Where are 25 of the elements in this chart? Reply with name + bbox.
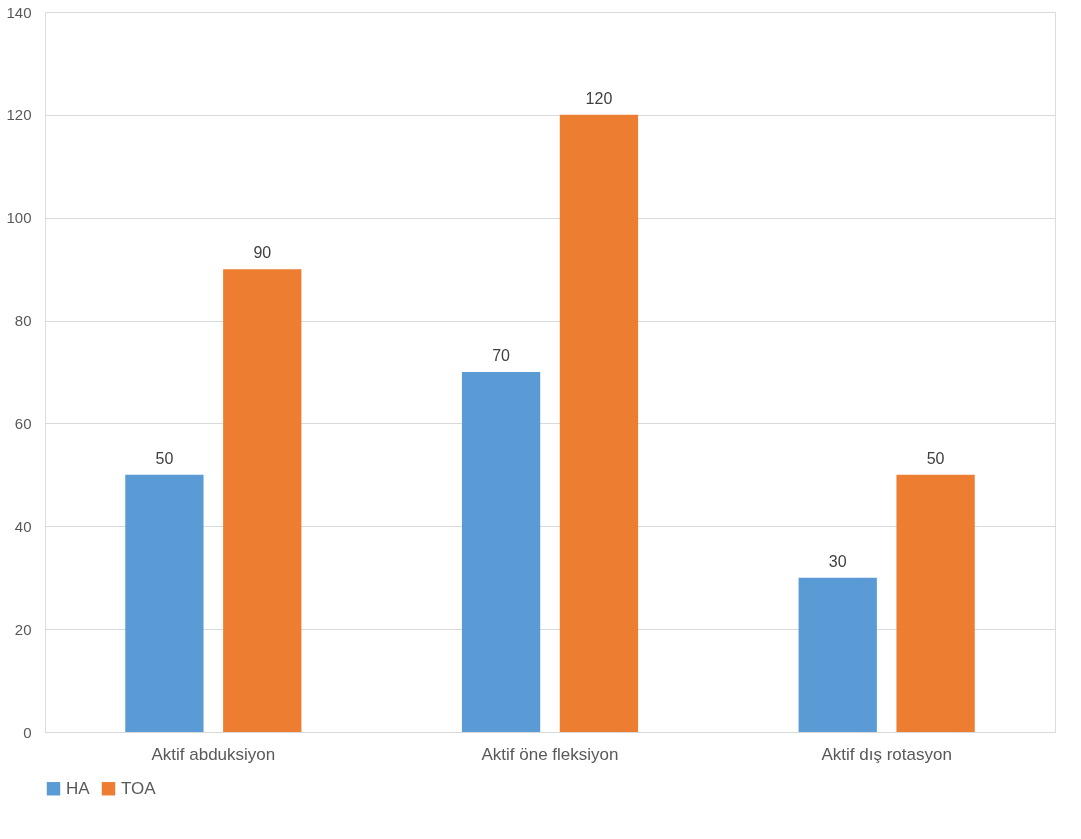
y-tick-label: 100: [6, 209, 32, 227]
y-tick-label: 40: [14, 517, 32, 535]
y-tick-label: 140: [6, 3, 32, 21]
y-tick-label: 120: [6, 106, 32, 124]
bar: [896, 474, 975, 732]
y-tick-label: 0: [23, 723, 32, 741]
x-tick-label: Aktif dış rotasyon: [821, 744, 952, 764]
bar: [223, 269, 302, 732]
y-tick-label: 80: [14, 312, 32, 330]
bar: [461, 372, 541, 732]
bar: [798, 577, 877, 732]
data-label: 50: [155, 449, 174, 467]
bar: [125, 474, 204, 732]
data-label: 70: [492, 347, 511, 364]
x-tick-label: Aktif abduksiyon: [151, 744, 276, 764]
data-label: 30: [828, 552, 847, 570]
bar: [559, 114, 639, 732]
legend-label: TOA: [121, 778, 157, 798]
legend-label: HA: [66, 778, 91, 798]
data-label: 90: [253, 244, 272, 262]
data-label: 120: [585, 89, 613, 107]
data-label: 50: [926, 449, 945, 467]
y-tick-label: 20: [14, 620, 32, 638]
y-tick-label: 60: [14, 414, 32, 432]
x-tick-label: Aktif öne fleksiyon: [481, 744, 619, 764]
